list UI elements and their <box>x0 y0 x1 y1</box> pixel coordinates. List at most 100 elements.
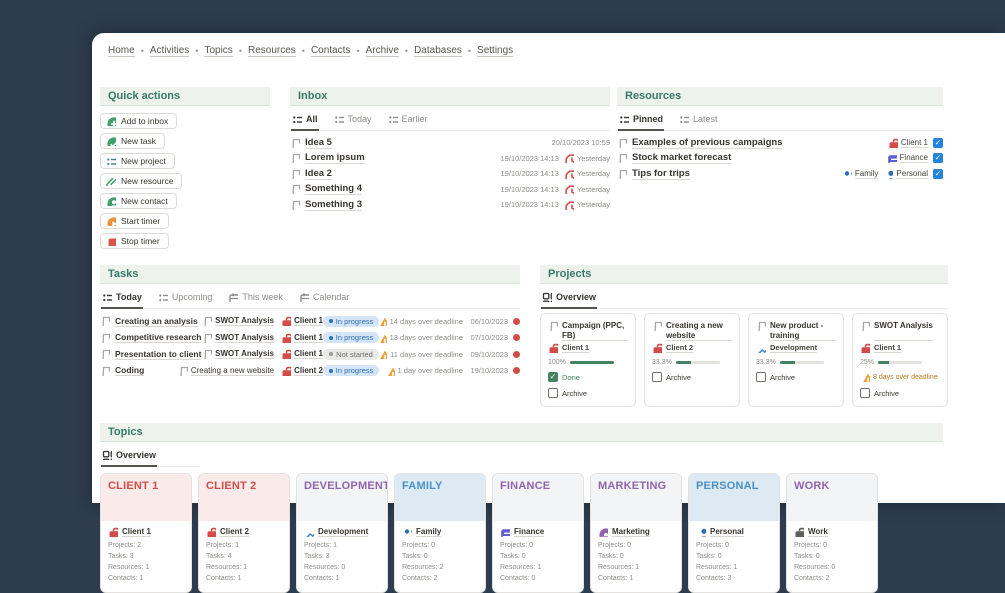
list-icon <box>106 156 116 166</box>
inbox-item[interactable]: Something 4 19/10/2023 14:13 Yesterday <box>290 182 610 198</box>
document-icon <box>652 321 662 331</box>
project-topic[interactable]: Development <box>756 343 836 353</box>
task-row[interactable]: Creating an analysis SWOT Analysis Clien… <box>100 313 520 330</box>
topic-tag[interactable]: Personal <box>883 169 928 179</box>
task-row[interactable]: Competitive research SWOT Analysis Clien… <box>100 330 520 347</box>
done-row: ✓Done <box>548 372 628 382</box>
tab-tasks-upcoming[interactable]: Upcoming <box>158 292 213 302</box>
person-circle-icon <box>106 196 116 206</box>
task-client[interactable]: Client 1 <box>277 333 323 343</box>
task-project[interactable]: SWOT Analysis <box>182 333 274 343</box>
inbox-item[interactable]: Idea 2 19/10/2023 14:13 Yesterday <box>290 166 610 182</box>
briefcase-icon <box>281 366 291 376</box>
tab-projects-overview[interactable]: Overview <box>542 292 596 302</box>
nav-link-settings[interactable]: Settings <box>477 45 513 57</box>
topic-name[interactable]: Development <box>304 527 380 537</box>
new-task-button[interactable]: New task <box>100 133 165 149</box>
project-topic[interactable]: Client 1 <box>860 343 940 353</box>
nav-link-activities[interactable]: Activities <box>150 45 189 57</box>
family-icon <box>402 527 412 537</box>
tab-resources-latest[interactable]: Latest <box>679 114 718 124</box>
tab-resources-pinned[interactable]: Pinned <box>619 114 663 124</box>
task-client[interactable]: Client 2 <box>277 366 323 376</box>
new-project-button[interactable]: New project <box>100 153 175 169</box>
project-card[interactable]: Campaign (PPC, FB) Client 1 100% ✓Done A… <box>540 313 636 407</box>
topic-tag[interactable]: Family <box>842 169 879 179</box>
resource-item[interactable]: Examples of previous campaigns Client 1 … <box>617 135 943 151</box>
topic-name[interactable]: Personal <box>696 527 772 537</box>
topic-name[interactable]: Marketing <box>598 527 674 537</box>
topic-card[interactable]: FAMILY Family Projects: 0 Tasks: 0 Resou… <box>394 473 486 592</box>
task-project[interactable]: Creating a new website <box>154 366 274 376</box>
project-topic[interactable]: Client 2 <box>652 343 732 353</box>
topic-tag[interactable]: Client 1 <box>888 138 928 148</box>
new-resource-button[interactable]: New resource <box>100 173 182 189</box>
topic-card[interactable]: FINANCE Finance Projects: 0 Tasks: 0 Res… <box>492 473 584 592</box>
project-topic[interactable]: Client 1 <box>548 343 628 353</box>
topic-card[interactable]: PERSONAL Personal Projects: 0 Tasks: 0 R… <box>688 473 780 592</box>
task-client[interactable]: Client 1 <box>277 349 323 359</box>
topic-card[interactable]: WORK Work Projects: 0 Tasks: 0 Resources… <box>786 473 878 592</box>
nav-link-contacts[interactable]: Contacts <box>311 45 350 57</box>
nav-link-databases[interactable]: Databases <box>414 45 462 57</box>
topic-card[interactable]: CLIENT 2 Client 2 Projects: 1 Tasks: 4 R… <box>198 473 290 592</box>
topic-name[interactable]: Family <box>402 527 478 537</box>
task-row[interactable]: Presentation to client SWOT Analysis Cli… <box>100 346 520 363</box>
topic-banner: FAMILY <box>395 474 485 521</box>
topic-name[interactable]: Client 2 <box>206 527 282 537</box>
project-card[interactable]: SWOT Analysis Client 1 25% 8 days over d… <box>852 313 948 407</box>
tab-tasks-calendar[interactable]: Calendar <box>299 292 350 302</box>
nav-link-archive[interactable]: Archive <box>366 45 399 57</box>
nav-link-resources[interactable]: Resources <box>248 45 296 57</box>
nav-link-home[interactable]: Home <box>108 45 135 57</box>
archive-checkbox[interactable] <box>548 388 558 398</box>
topic-name[interactable]: Work <box>794 527 870 537</box>
paperclip-icon <box>106 176 116 186</box>
task-project[interactable]: SWOT Analysis <box>182 349 274 359</box>
pin-checkbox[interactable]: ✓ <box>933 153 943 163</box>
priority-dot-icon <box>513 351 520 358</box>
archive-checkbox[interactable] <box>756 372 766 382</box>
task-project[interactable]: SWOT Analysis <box>182 316 274 326</box>
task-row[interactable]: Coding Creating a new website Client 2 I… <box>100 363 520 380</box>
topic-card[interactable]: MARKETING Marketing Projects: 0 Tasks: 0… <box>590 473 682 592</box>
topic-card[interactable]: DEVELOPMENT Development Projects: 1 Task… <box>296 473 388 592</box>
pin-checkbox[interactable]: ✓ <box>933 169 943 179</box>
topic-card[interactable]: CLIENT 1 Client 1 Projects: 2 Tasks: 3 R… <box>100 473 192 592</box>
nav-separator: • <box>195 46 198 56</box>
tab-inbox-earlier[interactable]: Earlier <box>388 114 428 124</box>
archive-checkbox[interactable] <box>652 372 662 382</box>
stop-timer-button[interactable]: Stop timer <box>100 233 169 249</box>
tab-tasks-this-week[interactable]: This week <box>228 292 283 302</box>
nav-link-topics[interactable]: Topics <box>204 45 232 57</box>
add-to-inbox-button[interactable]: Add to inbox <box>100 113 177 129</box>
inbox-item[interactable]: Lorem ipsum 19/10/2023 14:13 Yesterday <box>290 151 610 167</box>
topic-banner: DEVELOPMENT <box>297 474 387 521</box>
inbox-item[interactable]: Idea 5 20/10/2023 10:59 <box>290 135 610 151</box>
tab-inbox-today[interactable]: Today <box>334 114 372 124</box>
status-badge: In progress <box>323 365 380 376</box>
timestamp: 19/10/2023 14:13 <box>501 154 559 163</box>
resource-item[interactable]: Stock market forecast Finance ✓ <box>617 151 943 167</box>
inbox-item[interactable]: Something 3 19/10/2023 14:13 Yesterday <box>290 197 610 213</box>
project-card[interactable]: Creating a new website Client 2 33.3% Ar… <box>644 313 740 407</box>
start-timer-button[interactable]: Start timer <box>100 213 169 229</box>
done-checkbox[interactable]: ✓ <box>548 372 558 382</box>
topic-name[interactable]: Client 1 <box>108 527 184 537</box>
resource-item[interactable]: Tips for trips Family Personal ✓ <box>617 166 943 182</box>
tab-tasks-today[interactable]: Today <box>102 292 142 302</box>
warning-icon <box>377 349 387 359</box>
topic-tag[interactable]: Finance <box>887 153 928 163</box>
pin-checkbox[interactable]: ✓ <box>933 138 943 148</box>
tab-inbox-all[interactable]: All <box>292 114 318 124</box>
topic-name[interactable]: Finance <box>500 527 576 537</box>
clock-icon <box>564 184 574 194</box>
nav-separator: • <box>405 46 408 56</box>
task-client[interactable]: Client 1 <box>277 316 323 326</box>
archive-checkbox[interactable] <box>860 388 870 398</box>
clock-icon <box>564 169 574 179</box>
new-contact-button[interactable]: New contact <box>100 193 177 209</box>
project-card[interactable]: New product - training Development 33.3%… <box>748 313 844 407</box>
archive-row: Archive <box>756 372 836 382</box>
tab-topics-overview[interactable]: Overview <box>102 450 156 460</box>
